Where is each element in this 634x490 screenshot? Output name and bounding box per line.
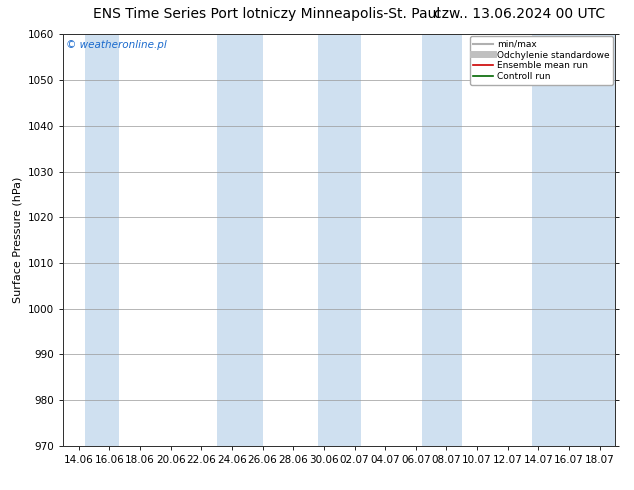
Bar — [217, 34, 262, 446]
Bar — [533, 34, 615, 446]
Text: czw.. 13.06.2024 00 UTC: czw.. 13.06.2024 00 UTC — [434, 7, 605, 22]
Bar — [422, 34, 462, 446]
Text: ENS Time Series Port lotniczy Minneapolis-St. Paul: ENS Time Series Port lotniczy Minneapoli… — [93, 7, 440, 22]
Legend: min/max, Odchylenie standardowe, Ensemble mean run, Controll run: min/max, Odchylenie standardowe, Ensembl… — [470, 36, 613, 85]
Bar — [85, 34, 119, 446]
Y-axis label: Surface Pressure (hPa): Surface Pressure (hPa) — [13, 177, 23, 303]
Bar — [318, 34, 361, 446]
Text: © weatheronline.pl: © weatheronline.pl — [66, 41, 167, 50]
